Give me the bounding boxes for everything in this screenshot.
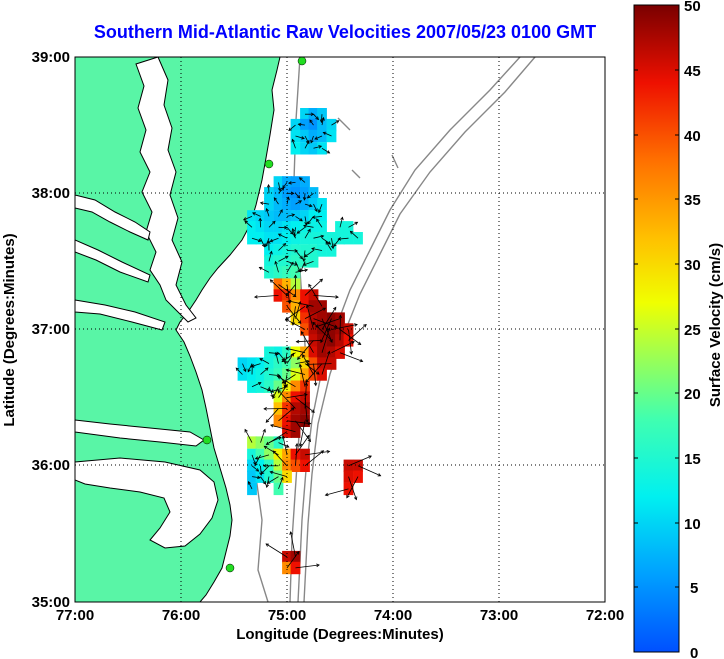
colorbar: 50 45 40 35 30 25 20 15 10 5 0 Surface V…	[634, 0, 724, 659]
x-tick-label: 72:00	[586, 607, 624, 624]
station-marker	[226, 564, 234, 572]
velocity-cell	[282, 449, 292, 461]
station-marker	[265, 160, 273, 168]
x-tick-label: 75:00	[268, 607, 306, 624]
colorbar-tick-label: 0	[690, 645, 698, 659]
colorbar-gradient	[634, 5, 679, 652]
velocity-cell	[327, 119, 337, 131]
velocity-cell	[291, 198, 301, 210]
colorbar-tick-label: 30	[684, 257, 701, 274]
velocity-cell	[282, 198, 292, 210]
velocity-cell	[291, 391, 301, 403]
velocity-cell	[274, 198, 284, 210]
colorbar-tick-label: 15	[684, 451, 701, 468]
y-tick-label: 39:00	[32, 49, 70, 66]
velocity-cell	[300, 289, 310, 301]
y-tick-label: 37:00	[32, 321, 70, 338]
chart-title: Southern Mid-Atlantic Raw Velocities 200…	[94, 22, 596, 42]
station-marker	[203, 436, 211, 444]
y-axis: 39:00 38:00 37:00 36:00 35:00 Latitude (…	[1, 49, 70, 611]
velocity-cell	[300, 119, 310, 131]
x-tick-label: 73:00	[480, 607, 518, 624]
colorbar-tick-label: 45	[684, 63, 701, 80]
x-axis: 77:00 76:00 75:00 74:00 73:00 72:00 Long…	[56, 607, 624, 643]
colorbar-tick-label: 25	[684, 322, 701, 339]
station-marker	[298, 57, 306, 65]
colorbar-tick-label: 20	[684, 386, 701, 403]
colorbar-tick-label: 10	[684, 516, 701, 533]
y-axis-label: Latitude (Degrees:Minutes)	[1, 233, 18, 426]
colorbar-tick-label: 5	[690, 580, 698, 597]
velocity-cell	[274, 449, 284, 461]
x-tick-label: 74:00	[374, 607, 412, 624]
velocity-cell	[238, 357, 248, 369]
velocity-cell	[317, 300, 327, 312]
velocity-cell	[264, 198, 274, 210]
y-tick-label: 35:00	[32, 594, 70, 611]
velocity-cell	[274, 483, 284, 495]
colorbar-tick-label: 40	[684, 128, 701, 145]
figure: Southern Mid-Atlantic Raw Velocities 200…	[0, 0, 724, 659]
colorbar-label: Surface Velocity (cm/s)	[707, 243, 724, 407]
x-axis-label: Longitude (Degrees:Minutes)	[236, 626, 444, 643]
x-tick-label: 76:00	[162, 607, 200, 624]
y-tick-label: 38:00	[32, 185, 70, 202]
y-tick-label: 36:00	[32, 457, 70, 474]
velocity-cell	[300, 449, 310, 461]
velocity-cell	[309, 300, 319, 312]
colorbar-tick-label: 50	[684, 0, 701, 15]
velocity-cell	[291, 562, 301, 574]
colorbar-tick-label: 35	[684, 192, 701, 209]
